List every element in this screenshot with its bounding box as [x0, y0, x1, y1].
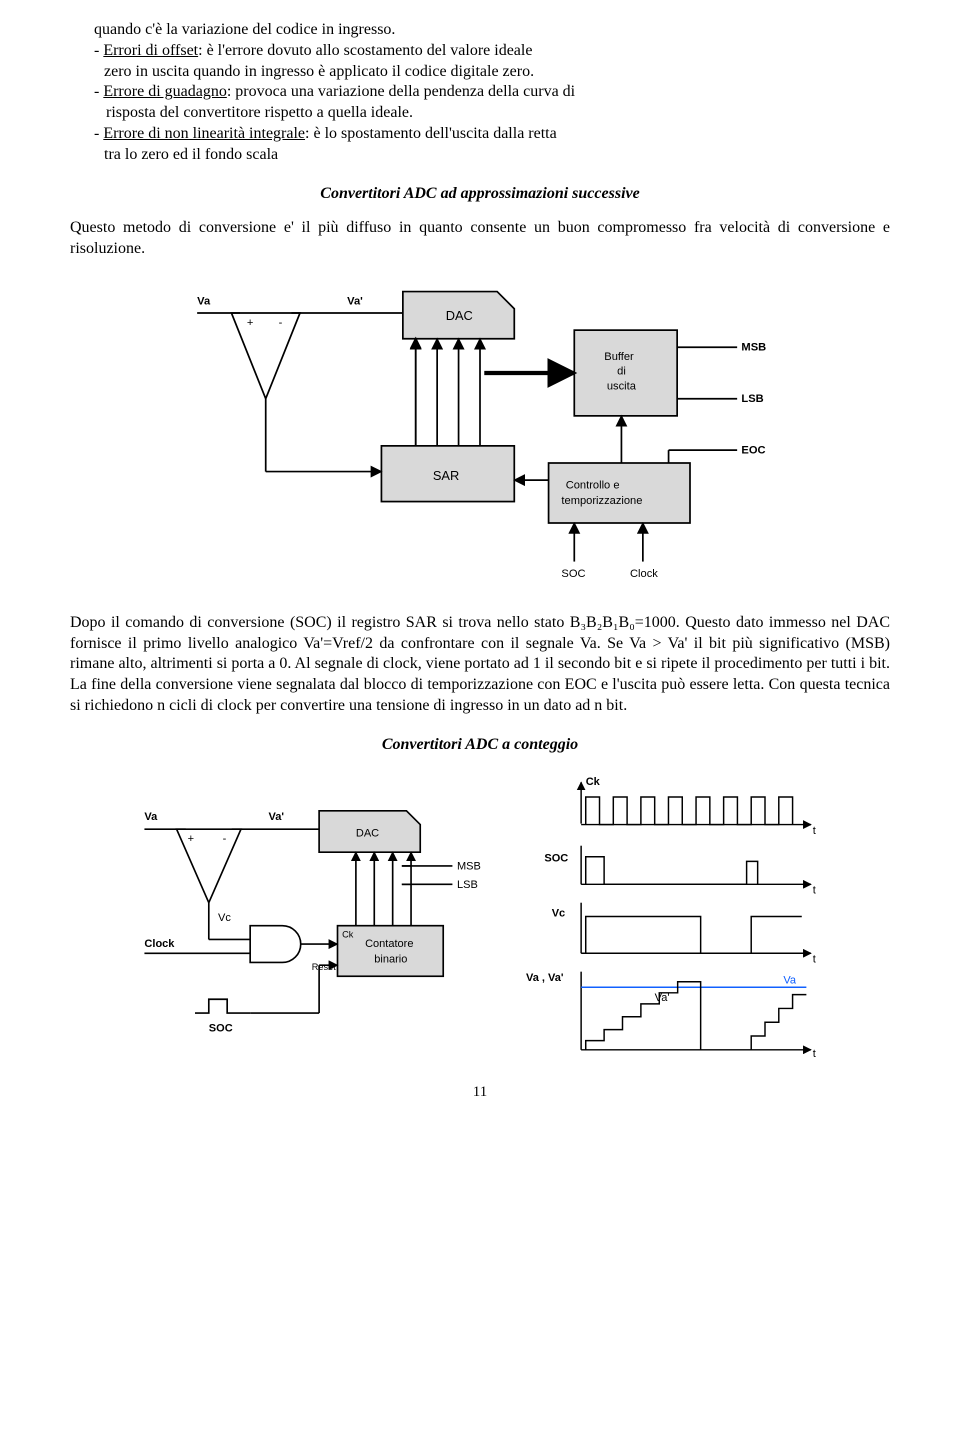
- term: Errore di non linearità integrale: [103, 125, 305, 142]
- prefix: -: [94, 83, 103, 100]
- ctrl2: temporizzazione: [561, 495, 642, 507]
- buf3: uscita: [607, 380, 637, 392]
- msb: MSB: [457, 860, 481, 872]
- minus: -: [223, 833, 227, 845]
- minus-label: -: [279, 317, 283, 329]
- rest2: zero in uscita quando in ingresso è appl…: [94, 63, 534, 80]
- clock-label: Clock: [630, 568, 658, 580]
- bullet-inl: - Errore di non linearità integrale: è l…: [70, 124, 890, 166]
- rest2: tra lo zero ed il fondo scala: [94, 146, 278, 163]
- rest: : è lo spostamento dell'uscita dalla ret…: [305, 125, 557, 142]
- eoc-label: EOC: [741, 445, 765, 457]
- buf1: Buffer: [604, 351, 634, 363]
- sar-label: SAR: [433, 468, 459, 483]
- page-number: 11: [70, 1083, 890, 1103]
- bullet-offset: - Errori di offset: è l'errore dovuto al…: [70, 41, 890, 83]
- vap-label: Va': [347, 295, 363, 307]
- va-label: Va: [197, 295, 211, 307]
- heading-sar: Convertitori ADC ad approssimazioni succ…: [70, 184, 890, 205]
- line: quando c'è la variazione del codice in i…: [94, 21, 395, 38]
- para-top: quando c'è la variazione del codice in i…: [70, 20, 890, 41]
- dac-label: DAC: [446, 308, 473, 323]
- va-blue: Va: [783, 974, 797, 986]
- cnt2: binario: [374, 953, 407, 965]
- term: Errori di offset: [103, 42, 198, 59]
- t3: t: [813, 953, 816, 965]
- vavap-t: Va , Va': [526, 971, 564, 983]
- ck: Ck: [342, 929, 354, 939]
- vap: Va': [269, 811, 285, 823]
- rest: : è l'errore dovuto allo scostamento del…: [198, 42, 532, 59]
- t2: t: [813, 884, 816, 896]
- term: Errore di guadagno: [103, 83, 227, 100]
- dac: DAC: [356, 827, 379, 839]
- vap1: Va': [655, 992, 670, 1004]
- para-sar: Questo metodo di conversione e' il più d…: [70, 218, 890, 260]
- figure-counting: + - Va Va' DAC MSB LSB Contatore binario…: [70, 774, 890, 1066]
- buf2: di: [617, 366, 626, 378]
- ctrl1: Controllo e: [566, 480, 620, 492]
- plus: +: [188, 833, 194, 845]
- para-after-fig1: Dopo il comando di conversione (SOC) il …: [70, 613, 890, 717]
- cnt1: Contatore: [365, 937, 413, 949]
- lsb: LSB: [457, 879, 478, 891]
- prefix: -: [94, 42, 103, 59]
- vc-t: Vc: [552, 907, 565, 919]
- rest2: risposta del convertitore rispetto a que…: [94, 104, 413, 121]
- rest: : provoca una variazione della pendenza …: [227, 83, 575, 100]
- ck-t: Ck: [586, 776, 601, 788]
- soc: SOC: [209, 1022, 233, 1034]
- soc-label: SOC: [561, 568, 585, 580]
- figure-sar-diagram: + - Va Va' DAC Buffer di uscita MSB LSB …: [70, 278, 890, 595]
- t1: t: [813, 824, 816, 836]
- plus-label: +: [247, 317, 254, 329]
- va: Va: [144, 811, 158, 823]
- heading-counting: Convertitori ADC a conteggio: [70, 735, 890, 756]
- msb-label: MSB: [741, 342, 766, 354]
- bullet-gain: - Errore di guadagno: provoca una variaz…: [70, 82, 890, 124]
- clock: Clock: [144, 937, 175, 949]
- t4: t: [813, 1048, 816, 1059]
- lsb-label: LSB: [741, 393, 763, 405]
- soc-t: SOC: [544, 852, 568, 864]
- prefix: -: [94, 125, 103, 142]
- reset: Reset: [312, 961, 336, 971]
- vc: Vc: [218, 912, 231, 924]
